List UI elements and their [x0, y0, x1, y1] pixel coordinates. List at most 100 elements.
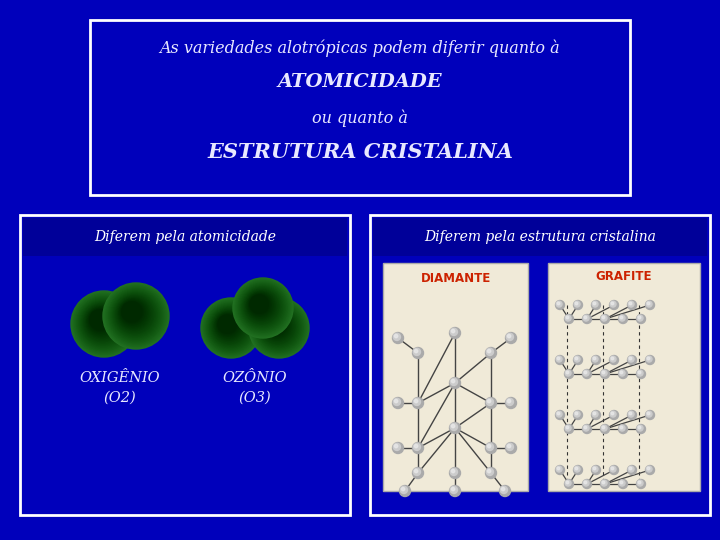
Circle shape: [619, 425, 625, 431]
Circle shape: [216, 313, 240, 338]
Circle shape: [610, 466, 616, 472]
Circle shape: [500, 485, 510, 496]
Circle shape: [584, 316, 587, 319]
Circle shape: [251, 300, 307, 356]
Circle shape: [255, 304, 302, 352]
Text: Diferem pela estrutura cristalina: Diferem pela estrutura cristalina: [424, 230, 656, 244]
Circle shape: [213, 310, 246, 343]
Circle shape: [78, 299, 128, 348]
Circle shape: [593, 357, 595, 360]
Circle shape: [556, 411, 562, 417]
Circle shape: [610, 410, 618, 420]
Circle shape: [637, 425, 643, 431]
Bar: [548, 263, 700, 491]
Circle shape: [565, 370, 571, 376]
Circle shape: [636, 424, 646, 434]
Circle shape: [574, 410, 582, 420]
Circle shape: [592, 466, 598, 472]
Circle shape: [248, 292, 274, 319]
Circle shape: [556, 301, 562, 307]
Circle shape: [450, 468, 457, 476]
Circle shape: [584, 426, 587, 429]
Circle shape: [584, 481, 587, 484]
Circle shape: [114, 294, 156, 336]
Circle shape: [636, 369, 646, 379]
Text: As variedades alotrópicas podem diferir quanto à: As variedades alotrópicas podem diferir …: [160, 39, 560, 57]
Circle shape: [240, 286, 284, 329]
Circle shape: [487, 400, 491, 403]
Circle shape: [109, 289, 162, 342]
Circle shape: [90, 310, 109, 330]
Circle shape: [413, 348, 420, 355]
Circle shape: [592, 411, 598, 417]
Circle shape: [575, 467, 577, 470]
Bar: [20, 215, 350, 515]
Circle shape: [413, 397, 423, 408]
Circle shape: [506, 443, 513, 450]
Circle shape: [400, 485, 410, 496]
Circle shape: [74, 294, 133, 354]
Circle shape: [208, 305, 253, 350]
Circle shape: [119, 299, 148, 328]
Circle shape: [261, 310, 294, 343]
Text: OZÔNIO: OZÔNIO: [222, 371, 287, 385]
Circle shape: [236, 281, 289, 335]
Circle shape: [266, 315, 286, 335]
Circle shape: [248, 293, 272, 318]
Circle shape: [217, 315, 238, 335]
Circle shape: [636, 480, 646, 489]
Circle shape: [556, 355, 564, 364]
Circle shape: [250, 299, 308, 357]
Circle shape: [646, 411, 652, 417]
Circle shape: [244, 289, 279, 324]
Circle shape: [582, 369, 592, 379]
Circle shape: [451, 488, 455, 491]
Circle shape: [116, 296, 152, 332]
Circle shape: [485, 468, 497, 478]
Circle shape: [506, 399, 513, 406]
Circle shape: [593, 302, 595, 305]
Circle shape: [392, 442, 403, 454]
Circle shape: [593, 467, 595, 470]
Circle shape: [592, 300, 600, 309]
Circle shape: [73, 293, 135, 355]
Circle shape: [235, 280, 291, 336]
Circle shape: [217, 314, 239, 336]
Circle shape: [206, 303, 256, 353]
Circle shape: [487, 444, 491, 448]
Circle shape: [574, 411, 580, 417]
Circle shape: [575, 357, 577, 360]
Circle shape: [610, 411, 616, 417]
Circle shape: [215, 312, 243, 340]
Circle shape: [610, 465, 618, 475]
Circle shape: [486, 468, 493, 476]
Circle shape: [611, 357, 613, 360]
Circle shape: [629, 302, 631, 305]
Circle shape: [638, 426, 641, 429]
Circle shape: [501, 488, 505, 491]
Circle shape: [574, 465, 582, 475]
Circle shape: [628, 356, 634, 362]
Circle shape: [393, 333, 400, 341]
Circle shape: [486, 443, 493, 450]
Circle shape: [628, 411, 634, 417]
Circle shape: [84, 303, 122, 342]
Circle shape: [602, 316, 605, 319]
Bar: [373, 218, 707, 256]
Circle shape: [104, 284, 168, 348]
Circle shape: [601, 480, 607, 486]
Circle shape: [243, 288, 280, 325]
Circle shape: [508, 400, 510, 403]
Circle shape: [395, 400, 397, 403]
Circle shape: [84, 304, 120, 340]
Circle shape: [485, 348, 497, 359]
Circle shape: [78, 298, 130, 350]
Circle shape: [112, 293, 158, 338]
Circle shape: [260, 309, 295, 344]
Circle shape: [600, 314, 610, 323]
Circle shape: [218, 315, 236, 333]
Circle shape: [258, 308, 297, 347]
Circle shape: [83, 302, 123, 343]
Circle shape: [566, 316, 569, 319]
Circle shape: [262, 311, 292, 341]
